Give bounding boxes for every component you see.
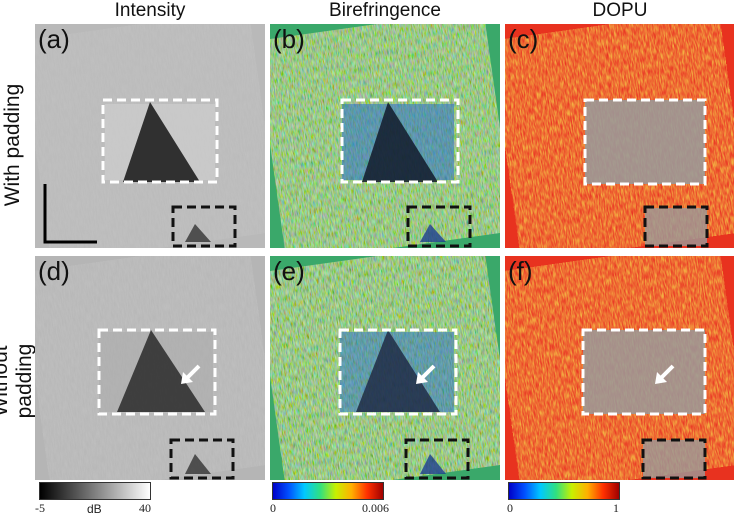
colorbar-max: 0.006 bbox=[362, 501, 389, 515]
column-title-dopu: DOPU bbox=[592, 0, 648, 21]
colorbar-max: 40 bbox=[139, 501, 151, 515]
dopu-image bbox=[505, 24, 734, 248]
colorbar-min: -5 bbox=[35, 501, 45, 515]
colorbar-min: 0 bbox=[507, 501, 513, 515]
panel-label: (c) bbox=[508, 24, 539, 54]
column-title-intensity: Intensity bbox=[114, 0, 186, 21]
panel-dopu-with-padding: (c) bbox=[505, 24, 734, 248]
intensity-image bbox=[35, 24, 265, 248]
arrow-icon bbox=[659, 364, 675, 380]
zoom-box bbox=[169, 438, 235, 480]
birefringence-image bbox=[270, 256, 500, 480]
birefringence-image bbox=[270, 24, 500, 248]
row-title-with-padding: With padding bbox=[1, 83, 24, 207]
arrow-icon bbox=[420, 364, 436, 380]
roi-box bbox=[97, 328, 217, 416]
colorbar-birefringence: 0 0.006 bbox=[270, 482, 410, 516]
zoom-box bbox=[404, 438, 470, 480]
colorbar-gradient bbox=[272, 482, 384, 500]
colorbar-min: 0 bbox=[270, 501, 276, 515]
colorbar-gradient bbox=[508, 482, 620, 500]
roi-box bbox=[340, 98, 460, 184]
panel-label: (a) bbox=[38, 24, 70, 54]
colorbar-dopu: 0 1 bbox=[505, 482, 625, 516]
colorbar-intensity: -5 dB 40 bbox=[35, 482, 185, 516]
roi-box bbox=[583, 98, 707, 186]
zoom-box bbox=[406, 205, 472, 248]
panel-intensity-without-padding: (d) bbox=[35, 256, 265, 480]
intensity-image bbox=[35, 256, 265, 480]
colorbar-unit: dB bbox=[87, 502, 102, 516]
arrow-head bbox=[181, 372, 193, 384]
column-title-birefringence: Birefringence bbox=[329, 0, 441, 21]
panel-label: (b) bbox=[273, 24, 305, 54]
colorbar-gradient bbox=[39, 482, 151, 500]
roi-box bbox=[581, 328, 707, 416]
roi-box bbox=[101, 98, 219, 184]
zoom-box bbox=[171, 205, 237, 248]
panel-intensity-with-padding: (a) bbox=[35, 24, 265, 248]
panel-birefringence-without-padding: (e) bbox=[270, 256, 500, 480]
zoom-box bbox=[641, 438, 707, 480]
arrow-icon bbox=[185, 364, 201, 380]
arrow-head bbox=[655, 372, 667, 384]
roi-box bbox=[338, 328, 458, 416]
panel-label: (f) bbox=[508, 256, 533, 286]
panel-label: (e) bbox=[273, 256, 305, 286]
zoom-box bbox=[643, 205, 709, 248]
dopu-image bbox=[505, 256, 734, 480]
panel-label: (d) bbox=[38, 256, 70, 286]
row-title-without-padding: Without padding bbox=[0, 343, 36, 419]
arrow-head bbox=[416, 372, 428, 384]
colorbar-max: 1 bbox=[613, 501, 619, 515]
panel-birefringence-with-padding: (b) bbox=[270, 24, 500, 248]
scale-bar bbox=[43, 184, 97, 244]
panel-dopu-without-padding: (f) bbox=[505, 256, 734, 480]
